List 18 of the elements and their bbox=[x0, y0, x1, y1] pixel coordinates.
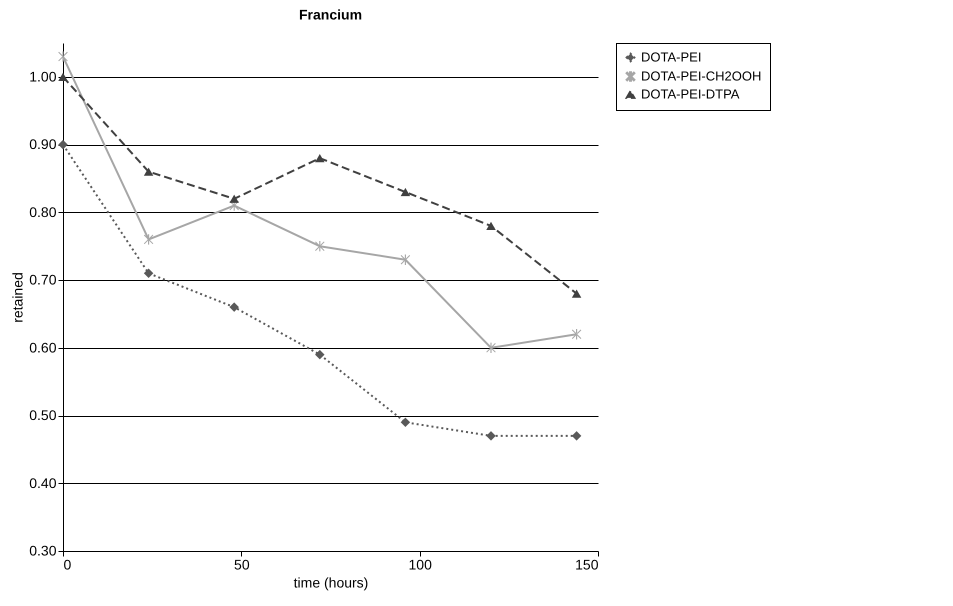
y-tick-label: 0.60 bbox=[29, 339, 57, 356]
y-tick-label: 0.50 bbox=[29, 407, 57, 424]
legend-label: DOTA-PEI bbox=[641, 50, 702, 64]
legend-label: DOTA-PEI-DTPA bbox=[641, 86, 740, 102]
x-tick-label: 100 bbox=[408, 556, 432, 572]
y-tick-label: 0.90 bbox=[29, 136, 57, 152]
legend-label: DOTA-PEI-CH2OOH bbox=[641, 68, 762, 84]
y-tick-label: 0.30 bbox=[29, 542, 57, 558]
y-tick-label: 0.80 bbox=[29, 204, 57, 220]
y-tick-label: 0.40 bbox=[29, 474, 57, 491]
x-tick-label: 150 bbox=[575, 556, 599, 572]
y-axis-title: retained bbox=[9, 272, 26, 323]
y-tick-label: 0.70 bbox=[29, 272, 57, 288]
x-tick-label: 0 bbox=[64, 556, 72, 572]
y-tick-label: 1.00 bbox=[29, 68, 57, 84]
chart-title: Francium bbox=[298, 6, 362, 22]
x-tick-label: 50 bbox=[234, 556, 250, 572]
x-axis-title: time (hours) bbox=[294, 574, 368, 590]
